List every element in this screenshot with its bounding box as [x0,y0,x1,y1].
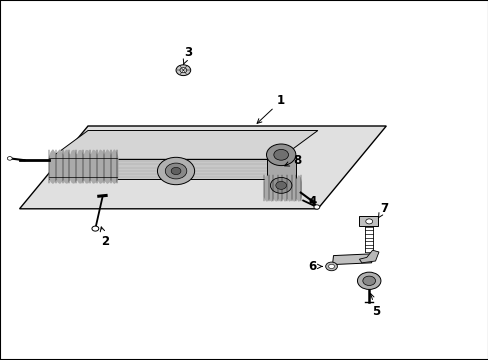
Bar [266,155,295,187]
Text: 7: 7 [377,202,387,218]
Circle shape [325,262,337,271]
Text: 3: 3 [183,46,192,64]
Circle shape [92,226,99,231]
Circle shape [273,149,288,160]
Circle shape [171,167,181,175]
Polygon shape [49,131,317,159]
Circle shape [362,276,375,285]
Text: 1: 1 [257,94,285,123]
Text: 6: 6 [307,260,322,273]
Circle shape [365,219,372,224]
Circle shape [157,157,194,185]
Circle shape [328,264,334,269]
Polygon shape [332,254,372,265]
Text: 8: 8 [284,154,301,167]
Circle shape [165,163,186,179]
FancyBboxPatch shape [359,216,378,226]
Circle shape [176,65,190,76]
Bar [49,159,278,179]
Circle shape [266,144,295,166]
Text: 5: 5 [369,293,380,318]
Circle shape [275,181,286,189]
Circle shape [7,157,12,160]
Polygon shape [20,126,386,209]
Polygon shape [359,250,378,263]
Text: 2: 2 [100,227,109,248]
Circle shape [180,68,186,73]
Circle shape [313,205,319,209]
Circle shape [270,177,291,193]
Circle shape [357,272,380,289]
Text: 4: 4 [308,195,316,208]
